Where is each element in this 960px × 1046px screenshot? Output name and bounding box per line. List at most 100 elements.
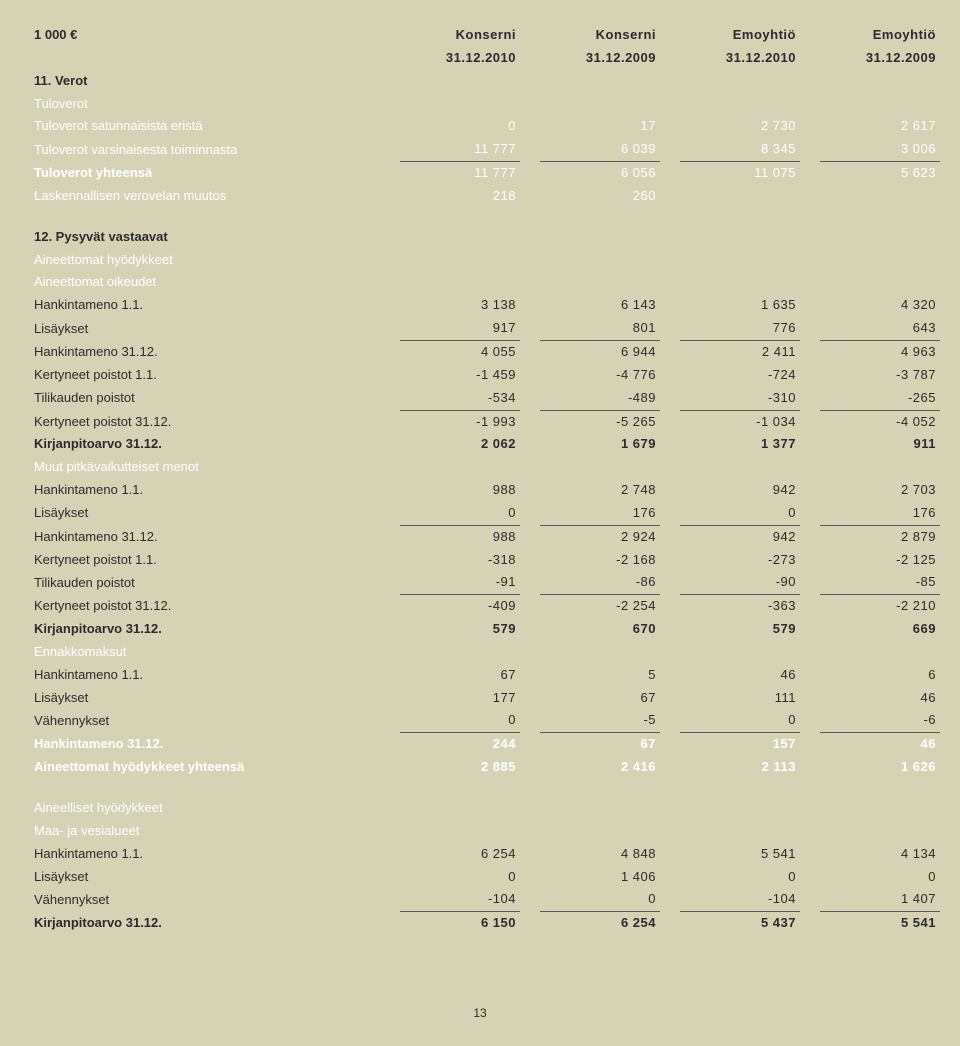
cell: 6 — [820, 664, 940, 687]
cell: -90 — [680, 571, 800, 594]
subsection: Ennakkomaksut — [30, 641, 400, 664]
cell: 0 — [400, 502, 520, 525]
subsection: Aineettomat oikeudet — [30, 271, 400, 294]
cell: 67 — [400, 664, 520, 687]
row-label: Vähennykset — [30, 709, 400, 732]
cell: 2 703 — [820, 479, 940, 502]
cell: 2 411 — [680, 340, 800, 363]
cell: 0 — [820, 866, 940, 889]
cell: 111 — [680, 687, 800, 710]
cell: 1 406 — [540, 866, 660, 889]
col-date: 31.12.2010 — [680, 47, 800, 70]
row-label: Hankintameno 1.1. — [30, 843, 400, 866]
cell: 4 963 — [820, 340, 940, 363]
cell: 4 320 — [820, 294, 940, 317]
cell: -104 — [680, 888, 800, 911]
row-label: Laskennallisen verovelan muutos — [30, 185, 400, 208]
cell: 942 — [680, 525, 800, 548]
cell: 4 055 — [400, 340, 520, 363]
cell: 4 848 — [540, 843, 660, 866]
row-label: Hankintameno 1.1. — [30, 664, 400, 687]
col-date: 31.12.2010 — [400, 47, 520, 70]
cell: 0 — [680, 502, 800, 525]
cell: -310 — [680, 387, 800, 410]
cell: 6 039 — [540, 138, 660, 161]
cell: -1 993 — [400, 410, 520, 433]
cell: -4 776 — [540, 364, 660, 387]
cell: -724 — [680, 364, 800, 387]
subsection: Aineelliset hyödykkeet — [30, 797, 400, 820]
cell: 2 617 — [820, 115, 940, 138]
row-label: Kirjanpitoarvo 31.12. — [30, 618, 400, 641]
cell: -86 — [540, 571, 660, 594]
cell: -6 — [820, 709, 940, 732]
row-label: Tuloverot varsinaisesta toiminnasta — [30, 138, 400, 161]
row-label: Hankintameno 31.12. — [30, 525, 400, 548]
cell: 0 — [400, 866, 520, 889]
cell: -489 — [540, 387, 660, 410]
cell: -104 — [400, 888, 520, 911]
cell: 801 — [540, 317, 660, 340]
cell: 942 — [680, 479, 800, 502]
cell: 176 — [540, 502, 660, 525]
row-label: Hankintameno 1.1. — [30, 294, 400, 317]
cell: -4 052 — [820, 410, 940, 433]
row-label: Lisäykset — [30, 502, 400, 525]
cell: -534 — [400, 387, 520, 410]
cell: -2 168 — [540, 549, 660, 572]
row-label: Lisäykset — [30, 687, 400, 710]
row-label: Tuloverot satunnaisista eristä — [30, 115, 400, 138]
cell: -318 — [400, 549, 520, 572]
cell: 177 — [400, 687, 520, 710]
cell: 6 944 — [540, 340, 660, 363]
cell: -3 787 — [820, 364, 940, 387]
cell: 0 — [680, 709, 800, 732]
cell: -1 459 — [400, 364, 520, 387]
cell: 46 — [820, 687, 940, 710]
cell: 988 — [400, 525, 520, 548]
row-label: Lisäykset — [30, 317, 400, 340]
row-label: Tuloverot yhteensä — [30, 162, 400, 185]
row-label: Kertyneet poistot 31.12. — [30, 410, 400, 433]
row-label: Hankintameno 31.12. — [30, 733, 400, 756]
cell: 0 — [400, 115, 520, 138]
row-label: Hankintameno 31.12. — [30, 340, 400, 363]
cell: -1 034 — [680, 410, 800, 433]
cell: 2 748 — [540, 479, 660, 502]
cell: 6 254 — [400, 843, 520, 866]
row-label: Kirjanpitoarvo 31.12. — [30, 433, 400, 456]
cell: 17 — [540, 115, 660, 138]
cell: 1 635 — [680, 294, 800, 317]
cell: -409 — [400, 595, 520, 618]
cell: 643 — [820, 317, 940, 340]
subsection: Muut pitkävaikutteiset menot — [30, 456, 400, 479]
financial-table: 1 000 € Konserni Konserni Emoyhtiö Emoyh… — [30, 24, 940, 935]
cell: 46 — [680, 664, 800, 687]
cell: -5 265 — [540, 410, 660, 433]
cell: -265 — [820, 387, 940, 410]
cell: -85 — [820, 571, 940, 594]
row-label: Vähennykset — [30, 888, 400, 911]
col-head: Emoyhtiö — [820, 24, 940, 47]
row-label: Aineettomat hyödykkeet yhteensä — [30, 756, 400, 779]
cell: 776 — [680, 317, 800, 340]
row-label: Tilikauden poistot — [30, 571, 400, 594]
cell: 4 134 — [820, 843, 940, 866]
cell: 67 — [540, 687, 660, 710]
cell: 3 006 — [820, 138, 940, 161]
cell: 2 924 — [540, 525, 660, 548]
subsection: Tuloverot — [30, 93, 400, 116]
cell: -5 — [540, 709, 660, 732]
row-label: Tilikauden poistot — [30, 387, 400, 410]
cell: 2 879 — [820, 525, 940, 548]
row-label: Kirjanpitoarvo 31.12. — [30, 912, 400, 935]
row-label: Lisäykset — [30, 866, 400, 889]
subsection: Aineettomat hyödykkeet — [30, 249, 400, 272]
cell: -2 254 — [540, 595, 660, 618]
row-label: Hankintameno 1.1. — [30, 479, 400, 502]
cell: -2 210 — [820, 595, 940, 618]
unit-label: 1 000 € — [30, 24, 400, 47]
cell: 176 — [820, 502, 940, 525]
cell: -91 — [400, 571, 520, 594]
col-date: 31.12.2009 — [540, 47, 660, 70]
